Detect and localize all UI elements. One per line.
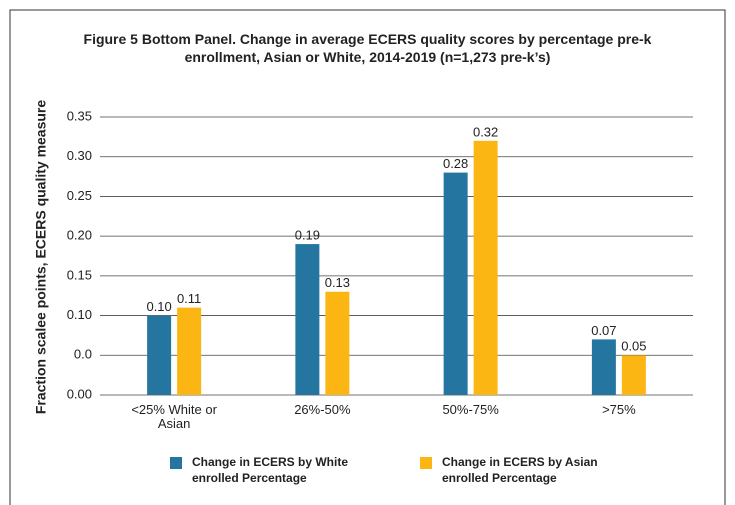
x-tick-label: >75% xyxy=(602,402,636,417)
data-label: 0.13 xyxy=(325,275,350,290)
data-label: 0.07 xyxy=(591,323,616,338)
chart-title: Figure 5 Bottom Panel. Change in average… xyxy=(83,31,652,65)
x-tick-label: 26%-50% xyxy=(294,402,351,417)
y-tick-label: 0.25 xyxy=(67,188,92,203)
y-tick-label: 0.30 xyxy=(67,148,92,163)
bar xyxy=(295,244,320,395)
data-label: 0.11 xyxy=(177,291,201,306)
bar xyxy=(473,140,498,395)
data-label: 0.19 xyxy=(295,228,320,243)
y-tick-label: 0.00 xyxy=(67,386,92,401)
y-tick-label: 0.10 xyxy=(67,307,92,322)
bar xyxy=(177,307,202,395)
legend-swatch xyxy=(170,457,182,469)
data-label: 0.05 xyxy=(621,339,646,354)
y-tick-label: 0.15 xyxy=(67,267,92,282)
bar xyxy=(443,172,468,395)
x-tick-label: 50%-75% xyxy=(442,402,499,417)
legend-swatch xyxy=(420,457,432,469)
x-tick-label: <25% White or Asian xyxy=(131,402,217,431)
data-label: 0.28 xyxy=(443,156,468,171)
frame xyxy=(9,9,726,505)
bar xyxy=(147,315,172,395)
y-tick-label: 0.35 xyxy=(67,108,92,123)
data-label: 0.10 xyxy=(146,299,171,314)
bar xyxy=(591,339,616,395)
y-tick-label: 0.0 xyxy=(74,347,92,362)
bar xyxy=(621,355,646,395)
legend-label: Change in ECERS by Asian enrolled Percen… xyxy=(442,455,598,485)
bar xyxy=(325,291,350,395)
y-tick-label: 0.20 xyxy=(67,228,92,243)
y-axis-label: Fraction scalee points, ECERS quality me… xyxy=(33,100,49,415)
data-label: 0.32 xyxy=(473,124,498,139)
legend-label: Change in ECERS by White enrolled Percen… xyxy=(192,455,349,485)
